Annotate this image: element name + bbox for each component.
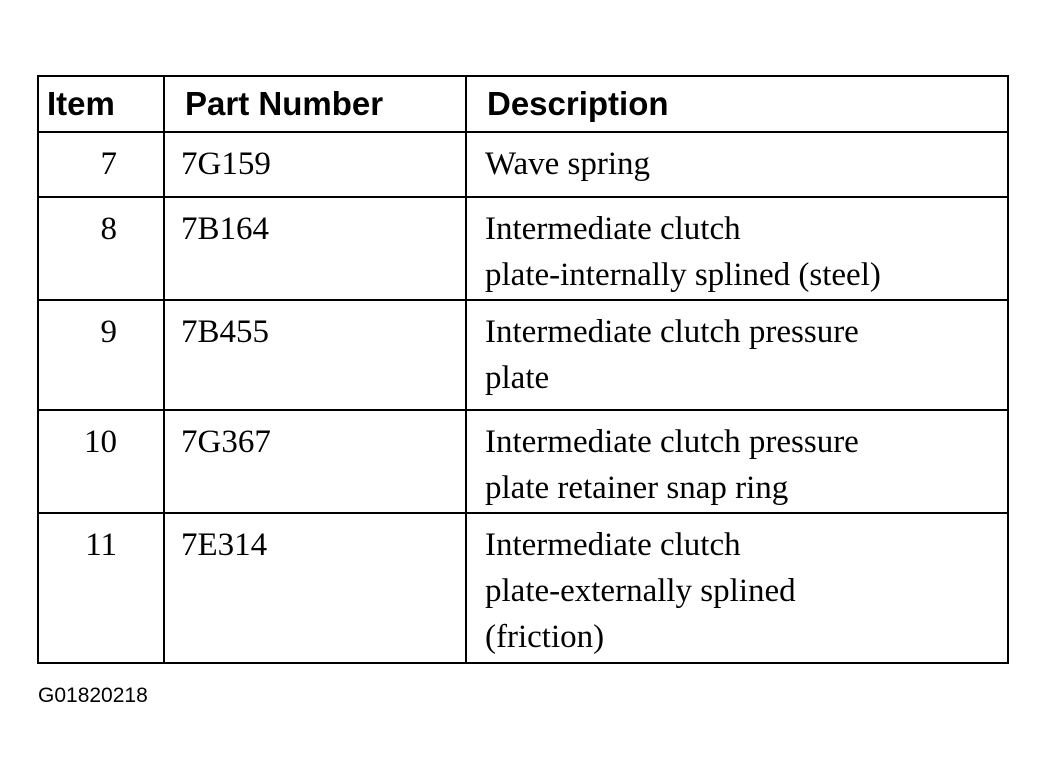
part-number-cell: 7G159 [163, 131, 467, 198]
table-row: 9 7B455 Intermediate clutch pressure plate [37, 299, 1009, 411]
description-cell: Intermediate clutch pressure plate retain… [465, 409, 1009, 514]
figure-code: G01820218 [38, 684, 148, 707]
header-description: Description [465, 75, 1009, 133]
item-cell: 7 [37, 131, 165, 198]
description-line: Wave spring [485, 146, 651, 182]
description-cell: Intermediate clutch plate-internally spli… [465, 196, 1009, 301]
description-line: plate-internally splined (steel) [485, 257, 881, 293]
description-cell: Intermediate clutch plate-externally spli… [465, 512, 1009, 664]
description-line: Intermediate clutch pressure [485, 424, 859, 460]
part-number-cell: 7G367 [163, 409, 467, 514]
item-cell: 9 [37, 299, 165, 411]
item-cell: 11 [37, 512, 165, 664]
description-line: plate retainer snap ring [485, 470, 789, 506]
table-row: 8 7B164 Intermediate clutch plate-internall… [37, 196, 1009, 301]
table-row: 10 7G367 Intermediate clutch pressure plate… [37, 409, 1009, 514]
table-row: 7 7G159 Wave spring [37, 131, 1009, 198]
description-line: Intermediate clutch pressure [485, 314, 859, 350]
description-cell: Wave spring [465, 131, 1009, 198]
part-number-cell: 7E314 [163, 512, 467, 664]
description-line: plate-externally splined [485, 573, 796, 609]
header-row: Item Part Number Description [37, 75, 1009, 133]
item-cell: 8 [37, 196, 165, 301]
part-number-cell: 7B455 [163, 299, 467, 411]
description-line: plate [485, 360, 550, 396]
description-line: Intermediate clutch [485, 211, 741, 247]
part-number-cell: 7B164 [163, 196, 467, 301]
description-line: Intermediate clutch [485, 527, 741, 563]
description-cell: Intermediate clutch pressure plate [465, 299, 1009, 411]
item-cell: 10 [37, 409, 165, 514]
header-item: Item [37, 75, 165, 133]
parts-table: Item Part Number Description 7 7G159 Wave … [37, 75, 1009, 664]
description-line: (friction) [485, 619, 605, 655]
table-row: 11 7E314 Intermediate clutch plate-external… [37, 512, 1009, 664]
header-part-number: Part Number [163, 75, 467, 133]
